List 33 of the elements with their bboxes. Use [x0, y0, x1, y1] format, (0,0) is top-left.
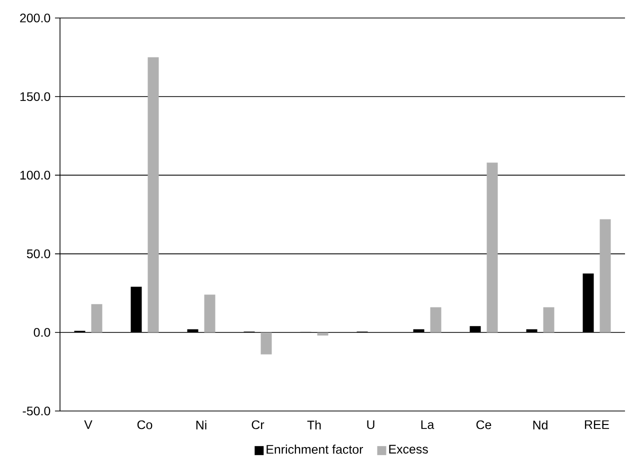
legend-label: Excess [389, 444, 428, 454]
bar [526, 329, 538, 332]
bar [317, 332, 328, 336]
x-tick-label: REE [584, 420, 610, 429]
y-tick-label: 0.0 [34, 328, 50, 337]
x-tick-label: Ce [476, 420, 492, 430]
bar [413, 329, 424, 332]
x-tick-label: Cr [252, 420, 264, 430]
bar [486, 162, 498, 332]
x-tick-label: Nd [533, 420, 548, 430]
x-tick-label: Co [137, 420, 152, 430]
bar [130, 286, 142, 332]
x-tick-label: Th [307, 420, 321, 430]
bar [600, 219, 611, 332]
y-tick-label: -50.0 [22, 406, 50, 416]
bar [582, 273, 594, 332]
bar [430, 307, 442, 332]
bar [187, 329, 198, 332]
bar [543, 307, 554, 332]
legend-label: Enrichment factor [266, 444, 364, 454]
y-tick-label: 150.0 [20, 92, 50, 102]
bar [91, 304, 102, 332]
x-tick-label: Ni [196, 420, 206, 430]
y-tick-label: 100.0 [20, 170, 50, 180]
x-tick-label: La [421, 420, 434, 430]
bar [148, 57, 159, 332]
x-tick-label: U [367, 420, 374, 430]
bar [260, 332, 272, 354]
x-tick-label: V [84, 420, 92, 429]
bar [204, 294, 216, 332]
y-tick-label: 50.0 [26, 249, 50, 258]
y-tick-label: 200.0 [20, 14, 50, 22]
bar [470, 326, 481, 332]
